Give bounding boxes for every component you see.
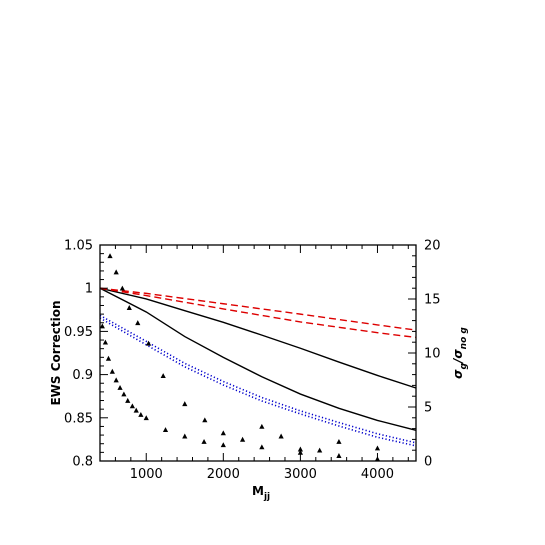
triangle-marker xyxy=(125,397,131,403)
triangle-marker xyxy=(119,285,125,291)
triangle-marker xyxy=(201,438,207,444)
y-right-title-sep: /σ xyxy=(451,349,465,365)
x-axis-title: Mjj xyxy=(252,484,270,502)
triangle-marker xyxy=(143,415,149,421)
x-tick-label: 4000 xyxy=(361,467,394,482)
y-tick-label-left: 0.95 xyxy=(64,325,93,340)
triangle-marker xyxy=(202,417,208,423)
triangle-marker xyxy=(129,403,135,409)
y-tick-label-left: 0.9 xyxy=(72,368,93,383)
x-axis-title-main: M xyxy=(252,484,264,498)
triangle-marker xyxy=(278,433,284,439)
y-right-title-sigma: σ xyxy=(451,369,465,379)
y-axis-title-left: EWS Correction xyxy=(49,300,63,405)
triangle-marker xyxy=(145,340,152,346)
triangle-marker xyxy=(109,368,115,374)
triangle-marker xyxy=(107,253,113,259)
series-line-3 xyxy=(99,287,417,339)
series-triangles-9 xyxy=(239,423,381,453)
tick-labels-layer: 1000 2000 3000 4000 0.8 0.85 0.9 0.95 1 1.05 0 5 10 1… xyxy=(64,239,441,483)
x-tick-label: 2000 xyxy=(207,467,240,482)
triangle-marker xyxy=(162,427,169,433)
triangle-marker xyxy=(297,449,303,455)
y-tick-label-right: 0 xyxy=(424,455,432,470)
y-tick-label-left: 1 xyxy=(85,282,93,297)
triangle-marker xyxy=(105,355,112,361)
y-tick-label-right: 15 xyxy=(424,293,441,308)
triangle-marker xyxy=(297,446,303,452)
plot-frame xyxy=(99,244,417,462)
triangle-marker xyxy=(220,442,226,448)
triangle-marker xyxy=(113,269,119,275)
triangle-marker xyxy=(374,445,381,451)
triangle-marker xyxy=(135,320,141,326)
series-line-1 xyxy=(99,287,417,432)
x-tick-label: 1000 xyxy=(130,467,163,482)
triangle-marker xyxy=(317,447,323,453)
y-axis-title-right: σg/σno g xyxy=(451,327,469,379)
y-tick-label-left: 1.05 xyxy=(64,239,93,254)
x-axis-title-sub: jj xyxy=(263,492,270,502)
triangle-marker xyxy=(133,407,139,413)
triangle-marker xyxy=(99,323,105,329)
series-triangles-6 xyxy=(99,323,149,421)
triangle-marker xyxy=(336,438,342,444)
triangle-marker xyxy=(259,444,265,450)
y-right-title-sub1: g xyxy=(459,363,469,370)
series-line-0 xyxy=(99,287,417,389)
y-tick-label-left: 0.85 xyxy=(64,411,93,426)
series-triangles-8 xyxy=(162,427,381,462)
triangle-marker xyxy=(138,411,144,417)
triangle-marker xyxy=(117,384,123,390)
triangle-marker xyxy=(160,373,166,379)
series-line-2 xyxy=(99,287,417,331)
series-line-5 xyxy=(99,317,417,447)
ticks-layer xyxy=(99,244,416,462)
series-layer xyxy=(99,253,417,462)
triangle-marker xyxy=(239,436,246,442)
triangle-marker xyxy=(113,377,119,383)
y-tick-label-right: 5 xyxy=(424,401,432,416)
triangle-marker xyxy=(220,430,226,436)
y-tick-label-right: 10 xyxy=(424,347,441,362)
x-tick-label: 3000 xyxy=(284,467,317,482)
triangle-marker xyxy=(259,423,265,429)
triangle-marker xyxy=(182,433,188,439)
y-tick-label-right: 20 xyxy=(424,239,441,254)
triangle-marker xyxy=(102,339,108,345)
triangle-marker xyxy=(182,401,188,407)
triangle-marker xyxy=(126,305,132,310)
y-right-title-sub2: no g xyxy=(459,327,469,350)
y-tick-label-left: 0.8 xyxy=(72,455,93,470)
triangle-marker xyxy=(121,391,127,397)
triangle-marker xyxy=(336,453,342,458)
series-triangles-7 xyxy=(107,253,226,436)
